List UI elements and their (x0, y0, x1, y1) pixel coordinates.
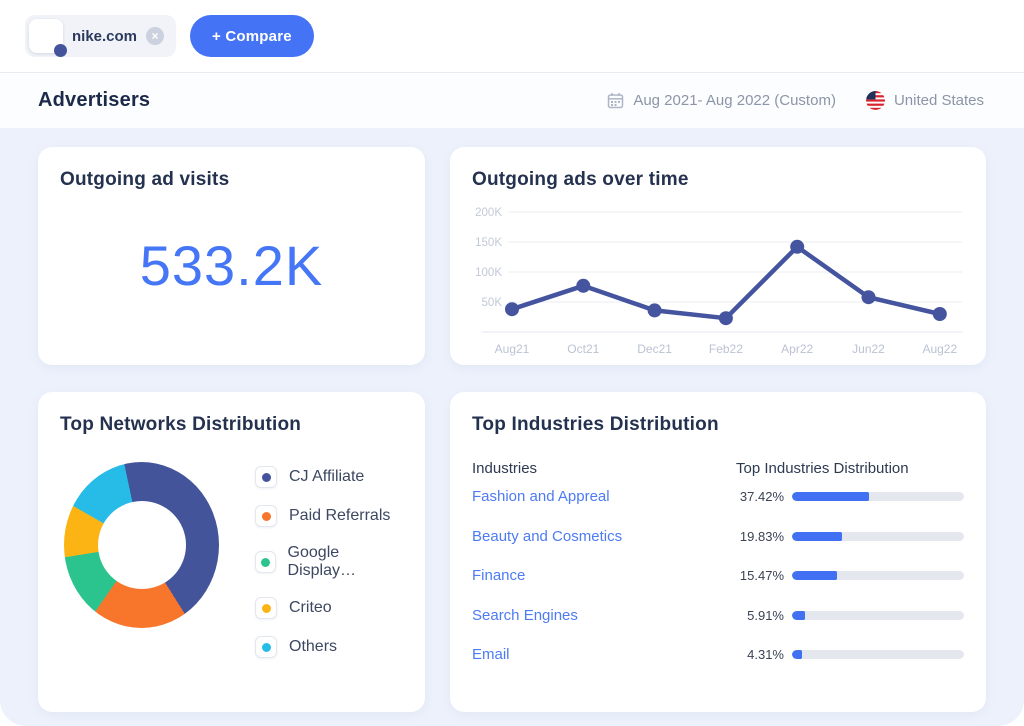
industry-link[interactable]: Search Engines (472, 606, 578, 624)
progress-bar (792, 492, 964, 502)
page-title: Advertisers (38, 89, 151, 111)
legend-dot-icon (260, 557, 270, 567)
calendar-icon (608, 93, 624, 109)
data-point (718, 311, 733, 326)
page-header: Advertisers Aug 2021- Aug 2022 (Custom) (0, 73, 1024, 128)
site-chip[interactable]: nike.com × (25, 15, 177, 57)
svg-text:Oct21: Oct21 (567, 342, 599, 356)
legend-label: Paid Referrals (289, 507, 391, 524)
legend-label: CJ Affiliate (289, 468, 365, 485)
legend-label: Criteo (289, 599, 332, 616)
compare-button[interactable]: + Compare (190, 15, 314, 57)
data-point (505, 302, 519, 317)
legend-color-chip (255, 636, 277, 658)
legend-label: Google Display… (287, 544, 357, 579)
industry-link[interactable]: Beauty and Cosmetics (472, 527, 623, 545)
table-row: Search Engines 5.91% (472, 596, 964, 636)
industry-link[interactable]: Finance (472, 567, 526, 585)
line-chart: 50K 100K 150K 200K Aug21 Oct21 Dec21 Feb22 Apr22… (472, 197, 964, 361)
column-header-distribution: Top Industries Distribution (736, 460, 909, 477)
svg-text:Aug22: Aug22 (922, 342, 957, 356)
industry-percent: 15.47% (739, 568, 784, 584)
us-flag-icon (865, 91, 885, 110)
svg-text:Feb22: Feb22 (709, 342, 743, 356)
legend-item[interactable]: Criteo (255, 597, 403, 619)
legend-dot-icon (261, 472, 271, 482)
donut-chart (64, 462, 219, 628)
progress-fill (792, 492, 869, 502)
country-label: United States (893, 92, 984, 109)
card-title: Outgoing ads over time (472, 169, 689, 190)
table-row: Email 4.31% (472, 635, 964, 675)
legend-color-chip (255, 597, 277, 619)
card-outgoing-ad-visits: Outgoing ad visits 533.2K (38, 147, 425, 365)
progress-fill (792, 571, 838, 581)
top-bar: nike.com × + Compare (0, 0, 1024, 73)
svg-text:Jun22: Jun22 (852, 342, 885, 356)
legend-item[interactable]: Others (255, 636, 403, 658)
legend-item[interactable]: Google Display… (255, 544, 403, 580)
table-header: Industries Top Industries Distribution (472, 460, 964, 477)
progress-fill (792, 531, 843, 541)
legend-label: Others (289, 638, 338, 655)
card-title: Outgoing ad visits (60, 169, 230, 190)
card-top-networks-distribution: Top Networks Distribution CJ Affiliate P… (38, 392, 425, 712)
card-top-industries-distribution: Top Industries Distribution Industries T… (450, 392, 986, 712)
data-point (932, 307, 947, 321)
card-title: Top Networks Distribution (60, 414, 302, 435)
legend-color-chip (255, 551, 276, 573)
chart-legend: CJ Affiliate Paid Referrals Google Displ… (255, 462, 403, 658)
data-point (647, 303, 662, 318)
legend-dot-icon (261, 642, 271, 652)
svg-text:150K: 150K (475, 237, 502, 249)
industry-link[interactable]: Email (472, 646, 510, 664)
column-header-industries: Industries (472, 460, 538, 477)
industry-percent: 37.42% (739, 489, 784, 505)
legend-color-chip (255, 505, 277, 527)
progress-bar (792, 650, 964, 660)
industry-percent: 5.91% (747, 607, 784, 623)
progress-fill (792, 650, 802, 660)
progress-bar (792, 531, 964, 541)
data-point (861, 290, 876, 305)
date-range-label: Aug 2021- Aug 2022 (Custom) (633, 92, 836, 109)
svg-text:100K: 100K (475, 267, 502, 279)
progress-bar (792, 571, 964, 581)
kpi-value: 533.2K (139, 234, 324, 297)
main-content: Outgoing ad visits 533.2K Outgoing ads o… (0, 128, 1024, 712)
svg-text:Apr22: Apr22 (781, 342, 813, 356)
legend-item[interactable]: Paid Referrals (255, 505, 403, 527)
data-point (576, 278, 591, 293)
industry-link[interactable]: Fashion and Appreal (472, 488, 610, 506)
industry-percent: 4.31% (747, 647, 784, 663)
industry-percent: 19.83% (739, 528, 784, 544)
site-favicon (29, 19, 67, 57)
table-row: Finance 15.47% (472, 556, 964, 596)
industries-table: Fashion and Appreal 37.42% Beauty and Co… (472, 477, 964, 675)
svg-text:Aug21: Aug21 (495, 342, 530, 356)
progress-bar (792, 610, 964, 620)
legend-color-chip (255, 466, 277, 488)
progress-fill (792, 610, 806, 620)
svg-text:200K: 200K (475, 207, 502, 219)
date-range-selector[interactable]: Aug 2021- Aug 2022 (Custom) (607, 92, 836, 109)
brand-dot-icon (54, 44, 67, 57)
legend-dot-icon (261, 603, 271, 613)
svg-text:50K: 50K (482, 297, 503, 309)
legend-dot-icon (261, 511, 271, 521)
site-domain: nike.com (72, 27, 138, 45)
card-title: Top Industries Distribution (472, 414, 719, 435)
svg-text:Dec21: Dec21 (637, 342, 672, 356)
legend-item[interactable]: CJ Affiliate (255, 466, 403, 488)
card-outgoing-ads-over-time: Outgoing ads over time 50K 100K 150K 200K Au… (450, 147, 986, 365)
data-point (790, 239, 805, 254)
close-icon[interactable]: × (146, 27, 165, 45)
table-row: Fashion and Appreal 37.42% (472, 477, 964, 517)
table-row: Beauty and Cosmetics 19.83% (472, 517, 964, 557)
country-selector[interactable]: United States (865, 91, 984, 110)
